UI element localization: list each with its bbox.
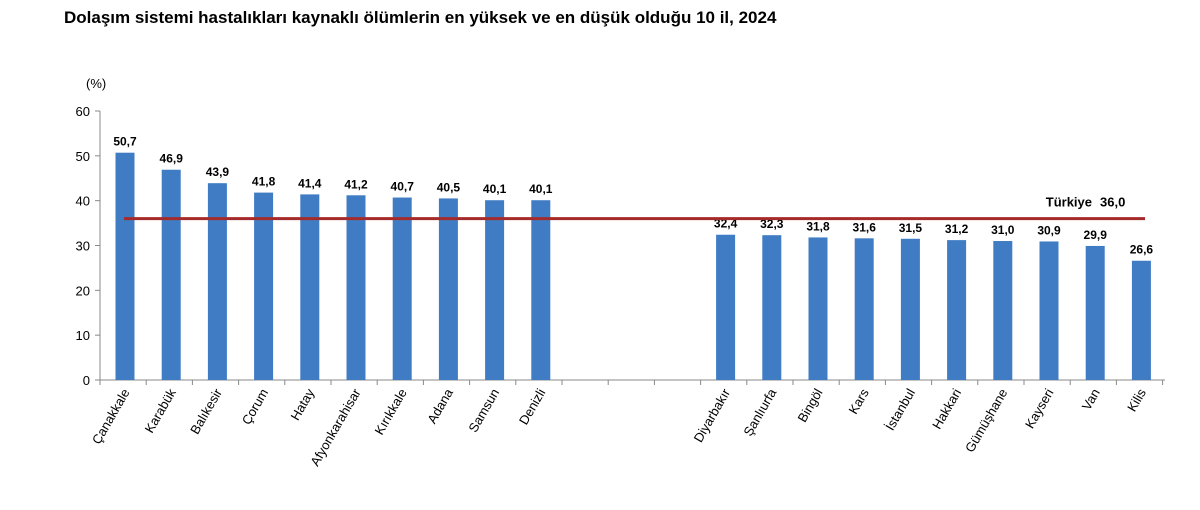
data-label: 43,9 [206, 165, 230, 179]
bar [207, 183, 227, 380]
y-tick-label: 30 [76, 239, 90, 254]
bar [438, 198, 458, 380]
data-label: 41,8 [252, 175, 276, 189]
data-label: 40,5 [437, 180, 461, 194]
x-category-label: Hatay [287, 386, 317, 423]
reference-value-label: 36,0 [1100, 195, 1125, 210]
x-category-label: Hakkari [929, 386, 964, 432]
data-label: 40,7 [391, 180, 415, 194]
x-category-label: Balıkesir [187, 385, 225, 436]
bar [161, 169, 181, 380]
y-tick-label: 40 [76, 194, 90, 209]
bar [346, 195, 366, 380]
bar [808, 237, 828, 380]
data-label: 32,4 [714, 217, 738, 231]
x-category-label: Karabük [142, 386, 179, 436]
reference-line-group: Türkiye 36,0 [124, 195, 1145, 221]
bar [1039, 241, 1059, 380]
x-category-label: Diyarbakır [691, 385, 734, 444]
x-category-label: Van [1079, 386, 1103, 413]
y-axis-unit-label: (%) [86, 76, 106, 91]
bar [716, 234, 736, 380]
data-label: 32,3 [760, 217, 784, 231]
y-tick-label: 0 [83, 373, 90, 388]
bar [900, 238, 920, 380]
x-axis: Çanakkale Karabük Balıkesir Çorum HatayAfyon… [89, 379, 1165, 469]
x-category-label: Gümüşhane [962, 386, 1010, 455]
data-label: 29,9 [1084, 228, 1108, 242]
data-label: 31,5 [899, 221, 923, 235]
x-category-label: Çorum [239, 386, 271, 427]
data-label: 31,0 [991, 223, 1015, 237]
data-label: 40,1 [529, 182, 553, 196]
y-tick-label: 50 [76, 149, 90, 164]
bar [854, 238, 874, 380]
bar [485, 200, 505, 380]
x-category-label: Samsun [465, 386, 502, 435]
y-tick-label: 20 [76, 283, 90, 298]
bar [993, 241, 1013, 380]
x-category-label: Kars [845, 386, 872, 417]
bar [300, 194, 320, 380]
bar [1131, 260, 1151, 380]
data-label: 46,9 [160, 152, 184, 166]
data-label: 30,9 [1037, 223, 1061, 237]
bar [1085, 245, 1105, 380]
bar [762, 235, 782, 380]
bar [947, 240, 967, 380]
bar [392, 197, 412, 380]
data-label: 31,2 [945, 222, 969, 236]
y-tick-label: 60 [76, 104, 90, 119]
data-label: 41,2 [344, 177, 368, 191]
data-label: 31,6 [853, 220, 877, 234]
x-category-label: İstanbul [882, 386, 918, 433]
data-label: 41,4 [298, 176, 322, 190]
data-label: 50,7 [113, 135, 137, 149]
x-category-label: Bingöl [795, 386, 826, 425]
data-label: 31,8 [806, 219, 830, 233]
y-axis: 0 10 20 30 40 50 60 [76, 104, 101, 388]
bar [115, 152, 135, 380]
x-category-label: Şanlıurfa [740, 385, 779, 438]
x-category-label: Adana [424, 385, 456, 426]
y-tick-label: 10 [76, 328, 90, 343]
chart-title: Dolaşım sistemi hastalıkları kaynaklı öl… [64, 8, 777, 27]
x-category-label: Çanakkale [89, 386, 133, 447]
x-category-label: Kilis [1124, 386, 1149, 415]
x-category-label: Kırıkkale [372, 386, 410, 437]
bars: 50,7 46,9 43,9 41,8 41,4 41,2 40,7 40,5 40,1 40,1… [113, 135, 1153, 380]
data-label: 40,1 [483, 182, 507, 196]
x-category-label: Afyonkarahisar [307, 385, 364, 468]
bar [531, 200, 551, 380]
reference-name-label: Türkiye [1046, 195, 1092, 210]
x-category-label: Denizli [516, 386, 549, 427]
x-category-label: Kayseri [1022, 386, 1057, 431]
data-label: 26,6 [1130, 243, 1154, 257]
bar [254, 192, 274, 380]
